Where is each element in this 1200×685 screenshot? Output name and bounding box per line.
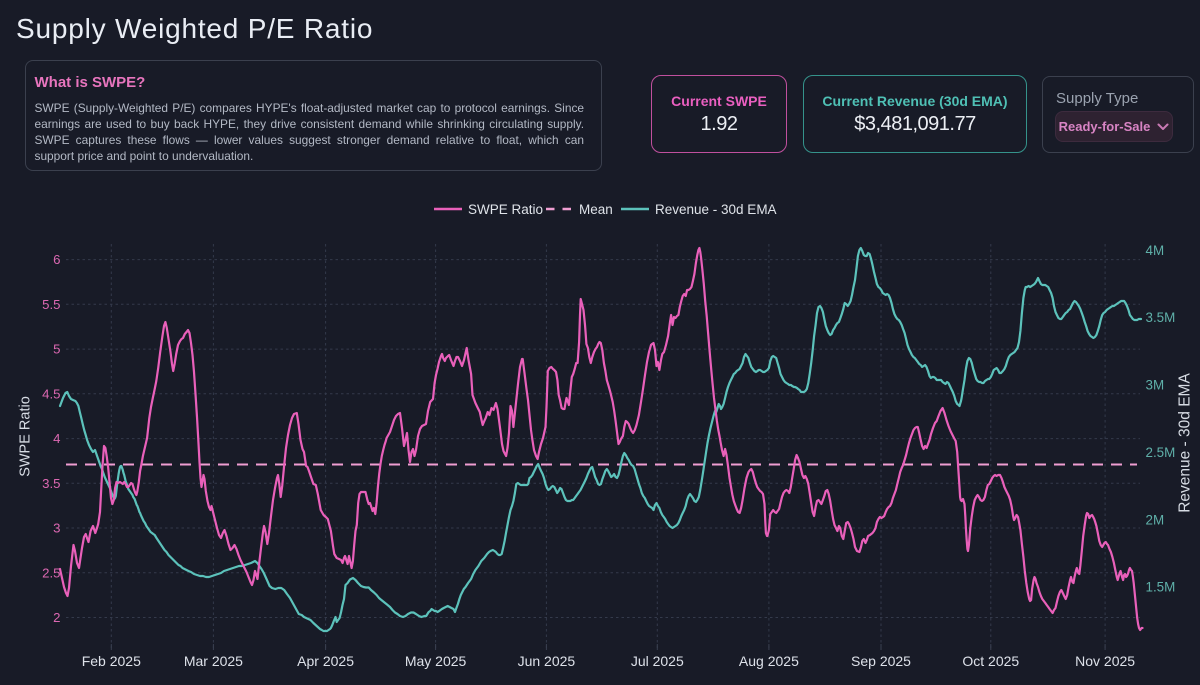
svg-text:2: 2: [53, 610, 60, 625]
svg-text:Jul 2025: Jul 2025: [631, 653, 684, 669]
svg-text:SWPE Ratio: SWPE Ratio: [17, 396, 33, 477]
svg-text:3M: 3M: [1146, 378, 1165, 393]
svg-text:2.5M: 2.5M: [1146, 445, 1176, 460]
svg-text:Mar 2025: Mar 2025: [184, 653, 243, 669]
svg-text:Revenue - 30d EMA: Revenue - 30d EMA: [655, 202, 777, 217]
svg-text:3.5: 3.5: [42, 476, 60, 491]
svg-text:6: 6: [53, 252, 60, 267]
svg-text:Jun 2025: Jun 2025: [518, 653, 576, 669]
svg-text:Sep 2025: Sep 2025: [851, 653, 911, 669]
svg-text:4M: 4M: [1146, 243, 1165, 258]
svg-text:2.5: 2.5: [42, 565, 60, 580]
svg-text:Mean: Mean: [579, 202, 613, 217]
svg-text:May 2025: May 2025: [405, 653, 467, 669]
svg-text:Apr 2025: Apr 2025: [297, 653, 354, 669]
svg-text:4.5: 4.5: [42, 386, 60, 401]
svg-text:SWPE Ratio: SWPE Ratio: [468, 202, 543, 217]
svg-text:Feb 2025: Feb 2025: [82, 653, 141, 669]
svg-text:5.5: 5.5: [42, 297, 60, 312]
svg-text:3: 3: [53, 521, 60, 536]
svg-text:Revenue - 30d EMA: Revenue - 30d EMA: [1177, 373, 1194, 513]
svg-text:5: 5: [53, 342, 60, 357]
svg-text:Nov 2025: Nov 2025: [1075, 653, 1135, 669]
svg-text:1.5M: 1.5M: [1146, 580, 1176, 595]
svg-text:4: 4: [53, 431, 60, 446]
svg-text:3.5M: 3.5M: [1146, 310, 1176, 325]
svg-text:Aug 2025: Aug 2025: [739, 653, 799, 669]
svg-text:Oct 2025: Oct 2025: [962, 653, 1019, 669]
svg-text:2M: 2M: [1146, 512, 1165, 527]
